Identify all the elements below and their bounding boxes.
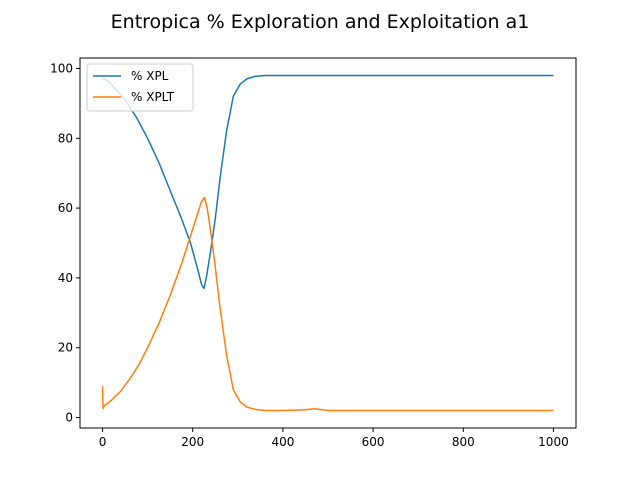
series-line-1	[101, 196, 554, 412]
legend-label-xpl: % XPL	[131, 69, 169, 83]
legend: % XPL % XPLT	[86, 63, 194, 112]
axes: 0 200 400 600 800 1000 0 20 40 60 80 100	[50, 61, 569, 449]
y-tick-label-1: 20	[58, 341, 73, 355]
x-tick-label-2: 400	[271, 435, 294, 449]
plot-area	[101, 74, 554, 412]
y-tick-label-5: 100	[50, 61, 73, 75]
x-tick-label-1: 200	[181, 435, 204, 449]
series-line-0	[102, 74, 554, 290]
y-tick-label-3: 60	[58, 201, 73, 215]
x-tick-label-5: 1000	[538, 435, 569, 449]
y-tick-label-2: 40	[58, 271, 73, 285]
x-tick-label-4: 800	[452, 435, 475, 449]
x-tick-label-0: 0	[99, 435, 107, 449]
legend-label-xplt: % XPLT	[131, 90, 175, 104]
x-tick-label-3: 600	[362, 435, 385, 449]
y-tick-label-4: 80	[58, 131, 73, 145]
y-tick-label-0: 0	[65, 411, 73, 425]
chart-title: Entropica % Exploration and Exploitation…	[111, 11, 530, 33]
axes-frame	[79, 57, 577, 429]
